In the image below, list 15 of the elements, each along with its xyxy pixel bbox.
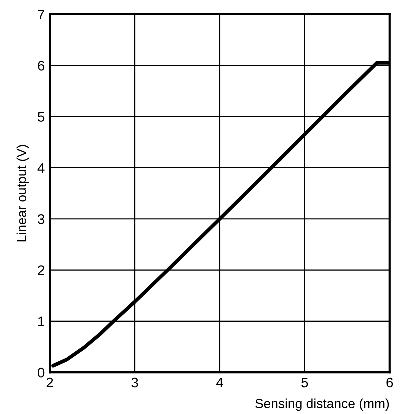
y-tick-label: 0 <box>38 368 45 378</box>
x-tick-label: 4 <box>216 378 224 388</box>
y-tick-label: 6 <box>38 60 45 71</box>
y-tick-label: 3 <box>38 214 45 224</box>
x-tick-label: 3 <box>132 378 138 388</box>
x-tick-label: 2 <box>46 378 54 388</box>
y-tick-label: 4 <box>38 163 45 173</box>
x-tick-label: 5 <box>302 378 308 388</box>
x-tick-label: 6 <box>386 378 394 388</box>
y-axis-title: Linear output (V) <box>16 145 30 242</box>
y-tick-label: 5 <box>38 112 45 122</box>
x-axis-title: Sensing distance (mm) <box>256 398 390 412</box>
y-tick-label: 1 <box>38 316 44 326</box>
y-tick-label: 7 <box>38 10 44 20</box>
y-tick-label: 2 <box>38 266 44 276</box>
